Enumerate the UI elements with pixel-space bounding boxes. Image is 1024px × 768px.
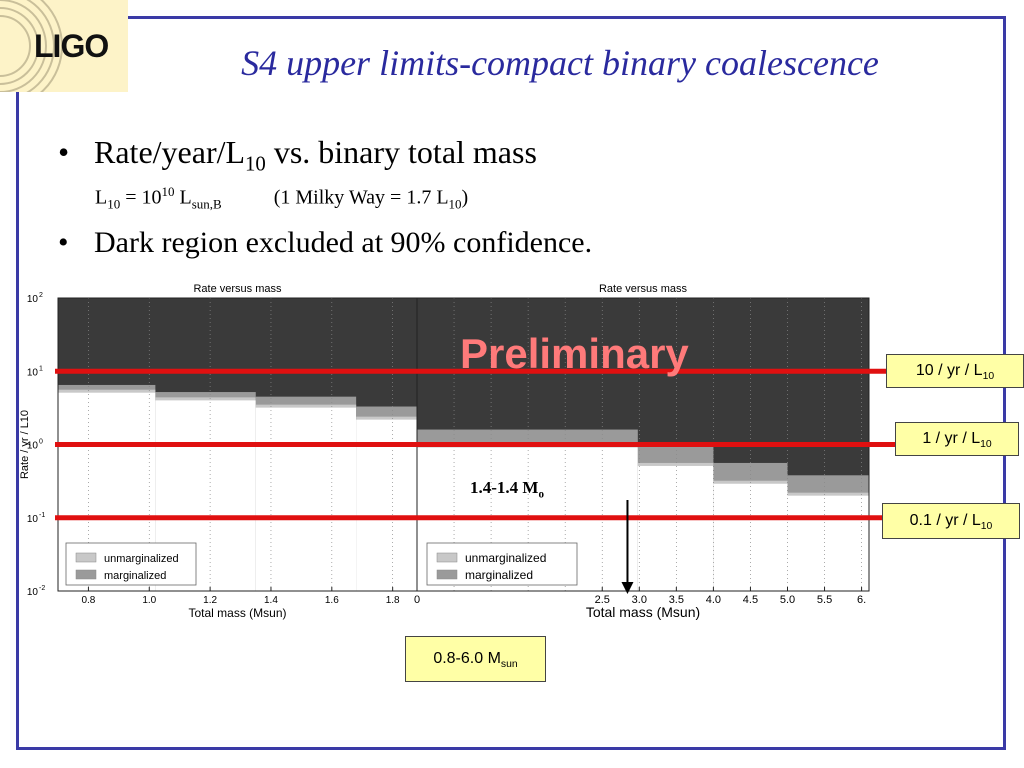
x-tick-label: 5.5 — [817, 594, 832, 606]
x-tick-label: 4.5 — [743, 594, 758, 606]
y-tick-label: 10 — [27, 587, 39, 598]
y-tick-exponent: -1 — [39, 512, 45, 519]
bin-allowed-3 — [356, 419, 417, 591]
legend-label-marginalized: marginalized — [104, 570, 166, 582]
callout-1-per-yr: 1 / yr / L10 — [895, 422, 1019, 456]
y-tick-label: 10 — [27, 441, 39, 452]
slide-title: S4 upper limits-compact binary coalescen… — [241, 43, 879, 83]
x-tick-label: 4.0 — [706, 594, 721, 606]
x-tick-label: 1.2 — [203, 595, 217, 606]
legend-label-marginalized: marginalized — [465, 568, 533, 582]
chart-panel-1: Rate versus mass 0.8 1.0 1.2 1.4 1.6 1.8 Total … — [19, 283, 418, 620]
bullet-dark-region: • Dark region excluded at 90% confidence. — [58, 226, 593, 259]
ligo-logo: LIGO — [0, 0, 128, 92]
y-tick-label: 10 — [27, 294, 39, 305]
y-tick-label: 10 — [27, 514, 39, 525]
x-tick-label: 3.0 — [632, 594, 647, 606]
x-axis-label-2: Total mass (Msun) — [586, 604, 700, 620]
y-tick-exponent: -2 — [39, 585, 45, 592]
logo-text: LIGO — [34, 28, 109, 64]
legend-swatch-unmarginalized — [436, 552, 458, 563]
callout-0p1-per-yr: 0.1 / yr / L10 — [882, 503, 1020, 539]
y-axis-label: Rate / yr / L10 — [19, 410, 31, 479]
x-tick-label: 0 — [414, 594, 420, 606]
legend-swatch-marginalized — [75, 569, 97, 580]
bns-mass-label: 1.4-1.4 Mo — [470, 478, 544, 501]
bin-allowed-2 — [255, 407, 357, 591]
bullet-rate-vs-mass: • Rate/year/L10 vs. binary total mass — [58, 134, 537, 176]
chart-title-2: Rate versus mass — [599, 283, 688, 295]
bin-allowed-2 — [713, 483, 788, 591]
x-tick-label: 1.0 — [142, 595, 156, 606]
x-axis-label-1: Total mass (Msun) — [188, 606, 286, 620]
bns-arrow-head — [621, 582, 634, 594]
y-tick-exponent: 2 — [39, 292, 43, 299]
x-tick-label: 2.5 — [595, 594, 610, 606]
y-tick-exponent: 1 — [39, 365, 43, 372]
x-tick-label: 1.6 — [325, 595, 339, 606]
legend-swatch-unmarginalized — [75, 552, 97, 563]
preliminary-watermark: Preliminary — [460, 330, 689, 377]
x-tick-label: 5.0 — [780, 594, 795, 606]
legend-label-unmarginalized: unmarginalized — [104, 553, 179, 565]
rate-vs-mass-chart: Rate versus mass 0.8 1.0 1.2 1.4 1.6 1.8 Total … — [19, 283, 895, 620]
y-tick-exponent: 0 — [39, 439, 43, 446]
legend-swatch-marginalized — [436, 569, 458, 580]
x-tick-label: 6. — [857, 594, 866, 606]
bin-allowed-3 — [787, 495, 869, 591]
x-tick-label: 1.4 — [264, 595, 278, 606]
legend-label-unmarginalized: unmarginalized — [465, 551, 546, 565]
chart-title-1: Rate versus mass — [193, 283, 282, 295]
y-tick-label: 10 — [27, 367, 39, 378]
x-tick-label: 3.5 — [669, 594, 684, 606]
x-tick-label: 0.8 — [81, 595, 95, 606]
callout-mass-range: 0.8-6.0 Msun — [405, 636, 546, 682]
callout-10-per-yr: 10 / yr / L10 — [886, 354, 1024, 388]
x-tick-label: 1.8 — [386, 595, 400, 606]
bin-allowed-1 — [637, 465, 714, 591]
bullet-l10-definition: L10 = 1010 Lsun,B (1 Milky Way = 1.7 L10… — [95, 184, 469, 212]
logo-arcs — [0, 0, 63, 92]
